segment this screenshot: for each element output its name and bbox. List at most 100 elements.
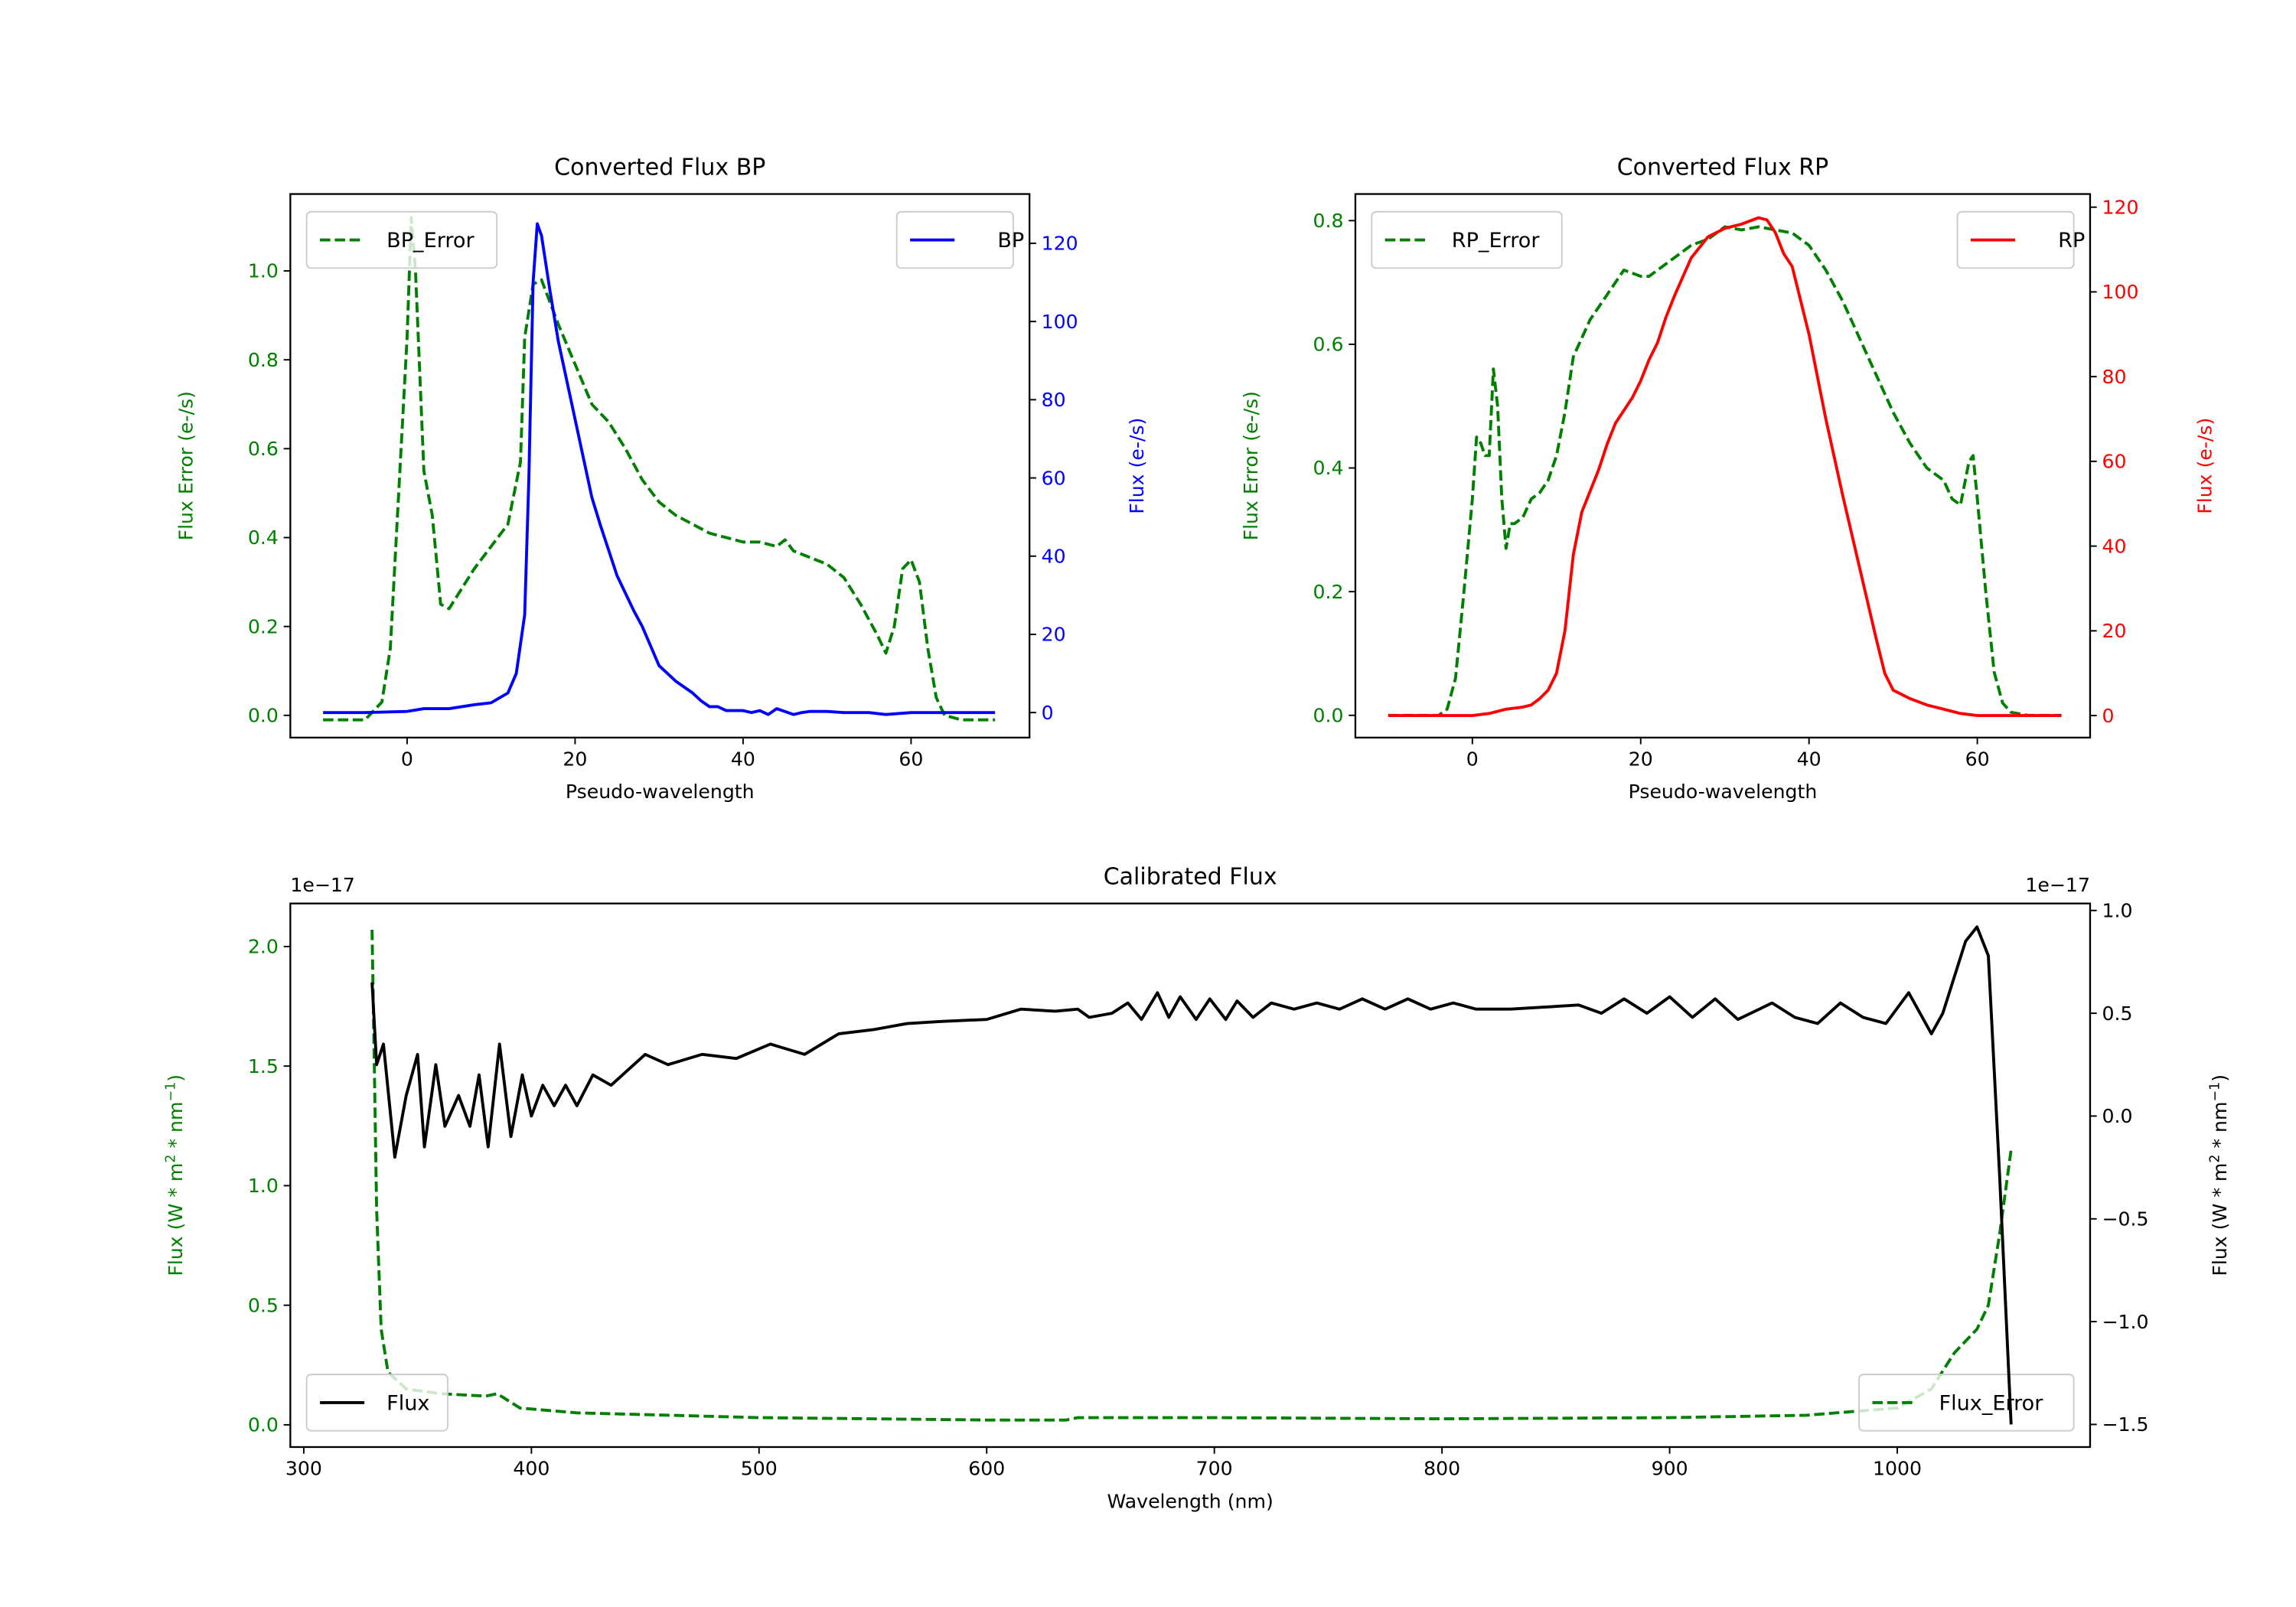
y-left-axis-label: Flux Error (e-/s) [1240,391,1262,540]
chart-panel-0: Converted Flux BP 0 20 40 60 Pseudo-wavelengt… [175,154,1149,803]
axes-frame [1354,193,2092,739]
y-right-axis-label-part: * nm [2209,1101,2231,1154]
y-right-tick-label: 100 [1042,311,1078,333]
y-left-axis-label-part: Flux Error (e-/s) [175,391,197,540]
y-left-axis-label: Flux (W * m2 * nm−1) [163,1074,187,1276]
y-left-tick-label: 0.2 [1313,581,1343,603]
y-left-tick-label: 0.6 [1313,334,1343,356]
y-left-axis-label: Flux Error (e-/s) [175,391,197,540]
series-line-rp-error [1388,225,2062,717]
y-right-tick-label: 80 [2102,366,2126,388]
y-left-axis-label-part: Flux (W * m [165,1163,187,1276]
y-right-tick-label: 1.0 [2102,899,2132,921]
legend-box [1371,210,1563,269]
legend-label: RP [2058,229,2085,253]
chart-panel-2: Calibrated Flux 300 400 500 600 700 800 900 1000… [163,863,2231,1512]
series-line-flux [370,925,2013,1425]
y-right-tick-label: 20 [2102,620,2126,642]
y-left-axis-label-part: 2 [163,1155,178,1163]
legend-bp: BP [895,210,1024,269]
y-right-tick-label: 60 [2102,451,2126,473]
y-left-tick-label: 1.0 [248,260,279,282]
y-right-axis-label-part: Flux (e-/s) [2194,418,2216,514]
y-right-tick-label: 60 [1042,467,1066,489]
y-right-tick-label: −1.5 [2102,1413,2148,1436]
x-tick-label: 600 [968,1458,1005,1480]
series-line-rp [1388,216,2062,718]
y-right-tick-label: 0.0 [2102,1105,2132,1127]
y-left-tick-label: 1.0 [248,1175,279,1197]
x-tick-label: 400 [513,1458,550,1480]
y-left-tick-label: 0.0 [248,1414,279,1436]
y-left-tick-label: 0.8 [248,349,279,371]
y-left-tick-label: 0.2 [248,615,279,637]
y-right-tick-label: 0 [2102,705,2114,727]
y-right-axis-label: Flux (e-/s) [2194,418,2216,514]
legend-label: BP_Error [386,229,475,253]
x-tick-label: 0 [1466,748,1479,771]
y-right-axis-label: Flux (e-/s) [1126,418,1148,514]
x-tick-label: 300 [285,1458,322,1480]
legend-box [895,210,1014,269]
legend-box [1956,210,2075,269]
x-tick-label: 1000 [1873,1458,1922,1480]
x-tick-label: 800 [1424,1458,1460,1480]
y-left-tick-label: 0.4 [1313,457,1343,479]
chart-panel-1: Converted Flux RP 0 20 40 60 Pseudo-wavelengt… [1240,154,2216,803]
axes-frame [289,193,1031,739]
x-axis-label: Wavelength (nm) [1107,1490,1274,1512]
y-right-axis-label-part: ) [2209,1074,2231,1082]
y-left-axis-label-part: * nm [165,1101,187,1154]
series-line-flux-error [370,929,2013,1422]
y-left-axis-label-part: ) [165,1074,187,1082]
x-axis-label: Pseudo-wavelength [1629,781,1818,803]
y-right-tick-label: 80 [1042,389,1066,411]
chart-title: Converted Flux BP [554,154,765,181]
x-axis-label: Pseudo-wavelength [566,781,755,803]
x-tick-label: 900 [1652,1458,1688,1480]
x-tick-label: 500 [741,1458,778,1480]
y-right-tick-label: 40 [1042,545,1066,567]
y-right-axis-label-part: Flux (e-/s) [1126,418,1148,514]
x-tick-label: 40 [1797,748,1821,771]
y-left-axis-label-part: Flux Error (e-/s) [1240,391,1262,540]
legend-label: Flux [386,1392,429,1416]
y-right-axis-label-part: 2 [2207,1155,2223,1163]
y-right-offset-text: 1e−17 [2025,874,2090,896]
y-right-tick-label: −1.0 [2102,1311,2148,1333]
y-right-tick-label: 40 [2102,535,2126,557]
x-tick-label: 60 [899,748,923,771]
y-right-tick-label: 100 [2102,281,2138,303]
y-left-tick-label: 0.6 [248,438,279,460]
y-left-tick-label: 2.0 [248,936,279,958]
axes-frame [289,902,2092,1449]
y-left-tick-label: 0.0 [1313,704,1343,726]
legend-label: BP [997,229,1024,253]
y-left-tick-label: 0.0 [248,705,279,727]
legend-rp: RP [1956,210,2085,269]
x-tick-label: 0 [401,748,413,771]
series-line-bp-error [323,216,996,722]
y-right-axis-label-part: −1 [2207,1082,2223,1102]
y-left-tick-label: 1.5 [248,1055,279,1077]
legend-flux: Flux [305,1374,448,1432]
chart-title: Converted Flux RP [1617,154,1829,181]
legend-box [305,210,498,269]
y-left-tick-label: 0.5 [248,1294,279,1316]
y-right-tick-label: 20 [1042,624,1066,646]
series-line-bp [323,222,996,716]
chart-title: Calibrated Flux [1104,863,1277,890]
legend-box [1858,1374,2075,1432]
x-tick-label: 700 [1196,1458,1233,1480]
y-right-tick-label: 0 [1042,702,1054,724]
y-right-tick-label: −0.5 [2102,1208,2148,1230]
y-left-offset-text: 1e−17 [290,874,355,896]
y-left-tick-label: 0.8 [1313,210,1343,232]
y-right-tick-label: 120 [2102,196,2138,218]
x-tick-label: 20 [1629,748,1653,771]
y-right-tick-label: 120 [1042,233,1078,255]
legend-label: RP_Error [1452,229,1541,253]
y-right-tick-label: 0.5 [2102,1002,2132,1025]
y-right-axis-label: Flux (W * m2 * nm−1) [2207,1074,2231,1276]
